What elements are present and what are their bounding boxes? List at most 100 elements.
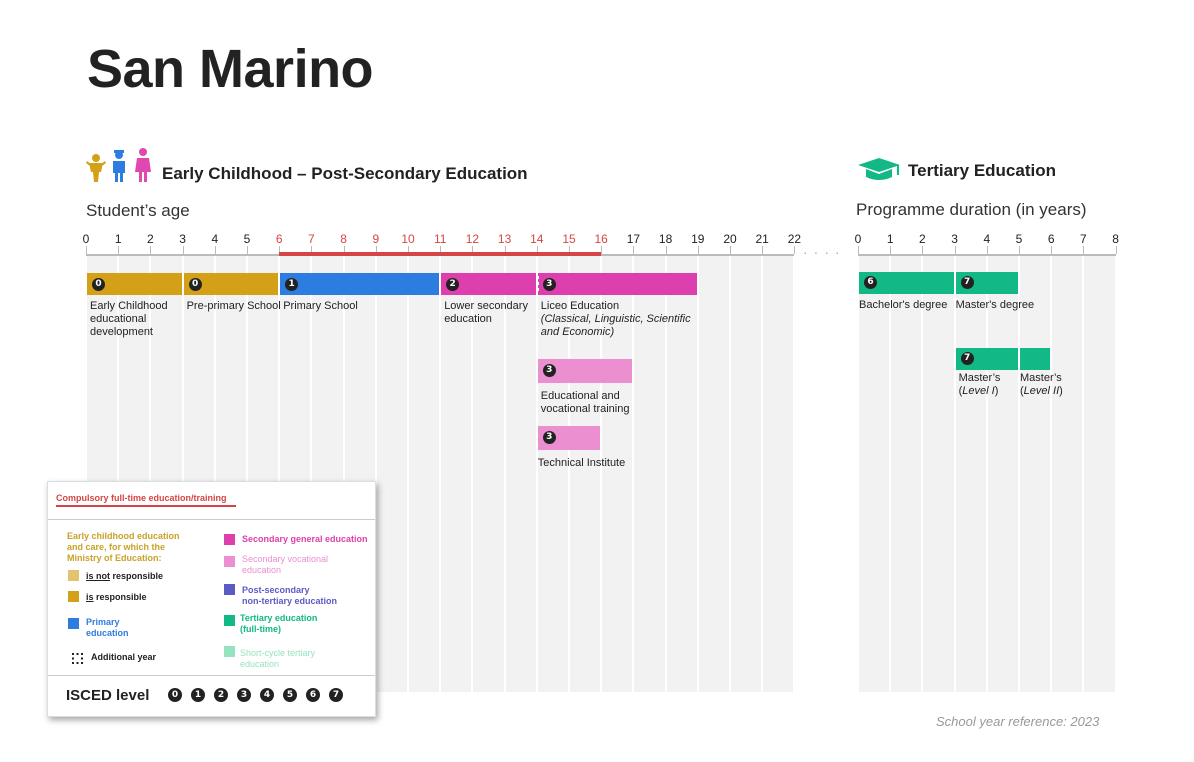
section-title-early: Early Childhood – Post-Secondary Educati… [162, 164, 528, 183]
age-tick-mark [247, 246, 248, 254]
duration-column [1084, 256, 1115, 692]
tertiary-bar [1020, 348, 1051, 370]
duration-tick-mark [922, 246, 924, 254]
age-tick-label: 5 [243, 232, 251, 246]
age-tick-label: 22 [787, 232, 802, 246]
age-column [666, 256, 697, 692]
age-column [537, 256, 568, 692]
duration-axis-line [858, 254, 1116, 256]
age-tick-mark [118, 246, 120, 254]
programme-label: Educational and vocational training [540, 390, 630, 415]
duration-tick-label: 8 [1112, 232, 1119, 246]
programme-bar [183, 273, 279, 295]
age-tick-label: 10 [401, 232, 415, 246]
masters-separator [1018, 351, 1020, 367]
additional-year-separator [536, 276, 539, 292]
legend-additional-year-icon [72, 651, 83, 664]
age-tick-label: 12 [465, 232, 480, 246]
age-column [376, 256, 407, 692]
programme-label: Liceo Education (Classical, Linguistic, S… [540, 300, 691, 338]
age-tick-mark [794, 246, 796, 254]
tertiary-label: Master’s (Level II) [1020, 372, 1063, 397]
age-column [441, 256, 472, 692]
section-title-tertiary: Tertiary Education [908, 161, 1056, 180]
programme-bar [537, 273, 697, 295]
age-tick-label: 15 [562, 232, 576, 246]
legend-ecec-heading: Early childhood education and care, for … [67, 531, 180, 563]
legend-swatch-tertiary [224, 615, 235, 626]
duration-tick-label: 3 [951, 232, 958, 246]
programme-bar [280, 273, 440, 295]
isced-badge: 1 [285, 278, 299, 291]
age-tick-mark [86, 246, 87, 254]
age-tick-mark [665, 246, 667, 254]
isced-level-dot: 6 [306, 688, 320, 702]
isced-badge: 7 [960, 352, 974, 365]
age-tick-label: 0 [82, 232, 90, 246]
age-tick-mark [633, 246, 635, 254]
age-column [602, 256, 633, 692]
programme-label: Pre-primary School [186, 300, 281, 312]
duration-tick-label: 5 [1015, 232, 1023, 246]
isced-badge: 2 [446, 278, 460, 291]
age-column [698, 256, 729, 692]
duration-tick-mark [1051, 246, 1053, 254]
legend-swatch-primary [68, 618, 79, 629]
age-tick-mark [343, 246, 345, 254]
duration-tick-mark [954, 246, 956, 254]
isced-badge: 0 [92, 278, 105, 291]
age-tick-label: 16 [594, 232, 608, 246]
age-tick-label: 4 [211, 232, 219, 246]
age-tick-mark [214, 246, 216, 254]
age-tick-label: 2 [147, 232, 154, 246]
axis-title-duration: Programme duration (in years) [856, 200, 1087, 219]
isced-level-dot: 2 [214, 688, 228, 702]
legend-secondary-vocational-label: Secondary vocational education [242, 554, 329, 575]
age-tick-label: 20 [723, 232, 737, 246]
duration-column [1052, 256, 1083, 692]
isced-level-dot: 3 [237, 688, 251, 702]
age-tick-label: 13 [497, 232, 512, 246]
age-tick-label: 9 [372, 232, 380, 246]
age-tick-mark [375, 246, 377, 254]
duration-tick-label: 4 [983, 232, 991, 246]
isced-level-dot: 0 [168, 688, 182, 702]
legend-ecec-is-label: is responsible [86, 592, 147, 602]
tertiary-bar [859, 272, 954, 294]
duration-tick-label: 0 [854, 232, 862, 246]
age-tick-mark [536, 246, 538, 254]
duration-column [987, 256, 1018, 692]
legend-compulsory-label: Compulsory full-time education/training [56, 493, 227, 503]
programme-label: Primary School [283, 300, 358, 312]
age-tick-label: 21 [755, 232, 769, 246]
age-column [763, 256, 794, 692]
age-column [634, 256, 665, 692]
legend-post-secondary-label: Post-secondary non-tertiary education [242, 585, 338, 606]
age-column [409, 256, 440, 692]
legend-tertiary-label: Tertiary education (full-time) [240, 613, 318, 634]
age-tick-mark [730, 246, 731, 254]
legend-secondary-general-label: Secondary general education [242, 534, 368, 544]
legend-additional-year-label: Additional year [91, 652, 157, 662]
graduation-cap-icon [858, 158, 900, 180]
age-tick-mark [504, 246, 506, 254]
duration-tick-mark [1083, 246, 1085, 254]
age-tick-label: 14 [530, 232, 544, 246]
legend-primary-label: Primary education [86, 617, 129, 638]
programme-label: Technical Institute [537, 457, 626, 469]
age-tick-label: 8 [340, 232, 347, 246]
legend-divider-2 [48, 675, 375, 676]
page-title: San Marino [87, 39, 374, 99]
tertiary-label: Bachelor's degree [859, 299, 948, 311]
isced-level-dot: 1 [191, 688, 205, 702]
isced-badge: 0 [188, 278, 202, 291]
isced-badge: 3 [542, 364, 556, 377]
age-tick-mark [697, 246, 699, 254]
programme-label: Early Childhood educational development [90, 300, 168, 338]
age-column [570, 256, 601, 692]
age-tick-label: 1 [114, 232, 122, 246]
tertiary-label: Master’s (Level I) [958, 372, 1001, 397]
programme-bar [87, 273, 182, 295]
age-tick-label: 7 [308, 232, 315, 246]
isced-level-label: ISCED level [66, 687, 150, 704]
